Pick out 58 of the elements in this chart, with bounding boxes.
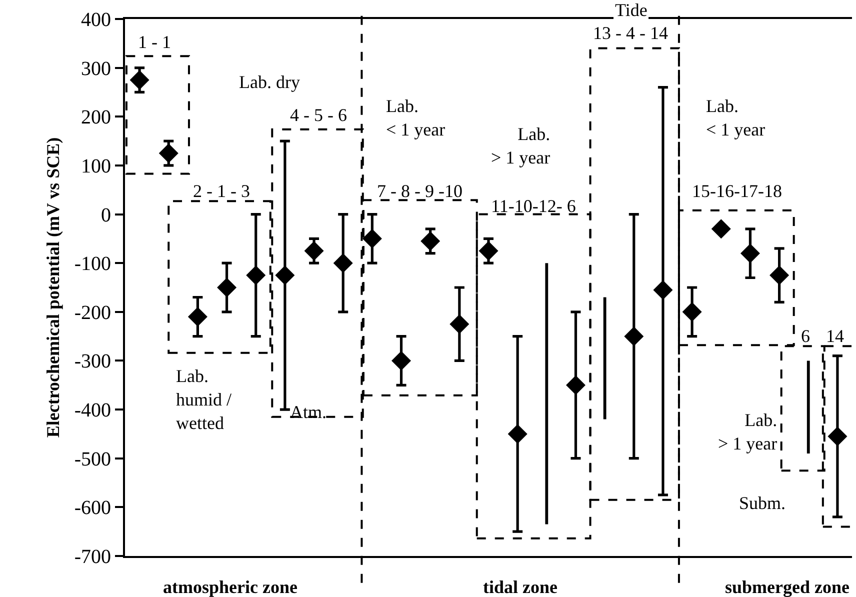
y-tick-label: 400 xyxy=(81,9,111,31)
annotation: Subm. xyxy=(739,493,786,513)
bar xyxy=(806,360,810,454)
annotation: 15-16-17-18 xyxy=(692,181,782,201)
point xyxy=(158,144,178,163)
text: tidal zone xyxy=(483,577,558,597)
point xyxy=(217,278,237,298)
y-tick-label: 0 xyxy=(101,204,111,226)
point xyxy=(711,219,731,239)
point xyxy=(450,314,470,334)
annotation: Lab. < 1 year xyxy=(386,96,446,140)
point xyxy=(653,280,673,300)
point xyxy=(420,231,440,251)
point xyxy=(392,350,412,370)
annotation: 14 xyxy=(826,326,844,346)
y-tick-label: -500 xyxy=(74,448,111,470)
bar xyxy=(603,297,606,420)
y-tick-label: -600 xyxy=(74,497,111,520)
point xyxy=(188,307,208,327)
y-tick-label: -100 xyxy=(74,253,111,276)
annotation: 6 xyxy=(801,326,810,346)
annotation: Tide xyxy=(615,0,648,20)
point xyxy=(478,241,498,261)
y-axis-title: Electrochemical potential (mV vs SCE) xyxy=(43,137,64,438)
annotation: Lab. > 1 year xyxy=(718,410,778,454)
y-tick-label: -300 xyxy=(74,350,111,373)
point xyxy=(362,228,382,248)
annotation: 11-10-12- 6 xyxy=(491,196,576,216)
point xyxy=(682,302,702,322)
annotation: Lab. dry xyxy=(239,72,300,92)
point xyxy=(246,266,266,286)
point xyxy=(275,266,295,286)
y-tick-label: 300 xyxy=(81,58,111,80)
annotation: 1 - 1 xyxy=(138,32,171,52)
point xyxy=(624,326,644,346)
y-tick-label: -200 xyxy=(74,302,111,324)
text: submerged zone xyxy=(725,577,850,597)
point xyxy=(130,70,150,90)
text: atmospheric zone xyxy=(163,577,298,597)
annotation: 7 - 8 - 9 -10 xyxy=(377,181,462,201)
annotation: 2 - 1 - 3 xyxy=(193,181,250,201)
point xyxy=(333,253,353,273)
point xyxy=(566,375,586,395)
point xyxy=(740,244,760,264)
annotation: Lab. > 1 year xyxy=(491,124,550,168)
point xyxy=(304,241,324,261)
point xyxy=(508,424,528,444)
y-tick-label: 200 xyxy=(81,106,111,129)
bar xyxy=(545,263,548,524)
annotation: Lab. < 1 year xyxy=(706,96,766,140)
annotation: 13 - 4 - 14 xyxy=(593,23,668,43)
y-tick-label: -700 xyxy=(74,546,111,568)
point xyxy=(770,266,790,286)
annotation: Lab. humid / wetted xyxy=(176,366,232,433)
annotation: 4 - 5 - 6 xyxy=(290,105,347,125)
y-tick-label: 100 xyxy=(81,155,111,178)
y-tick-label: -400 xyxy=(74,400,111,422)
point xyxy=(828,426,848,446)
